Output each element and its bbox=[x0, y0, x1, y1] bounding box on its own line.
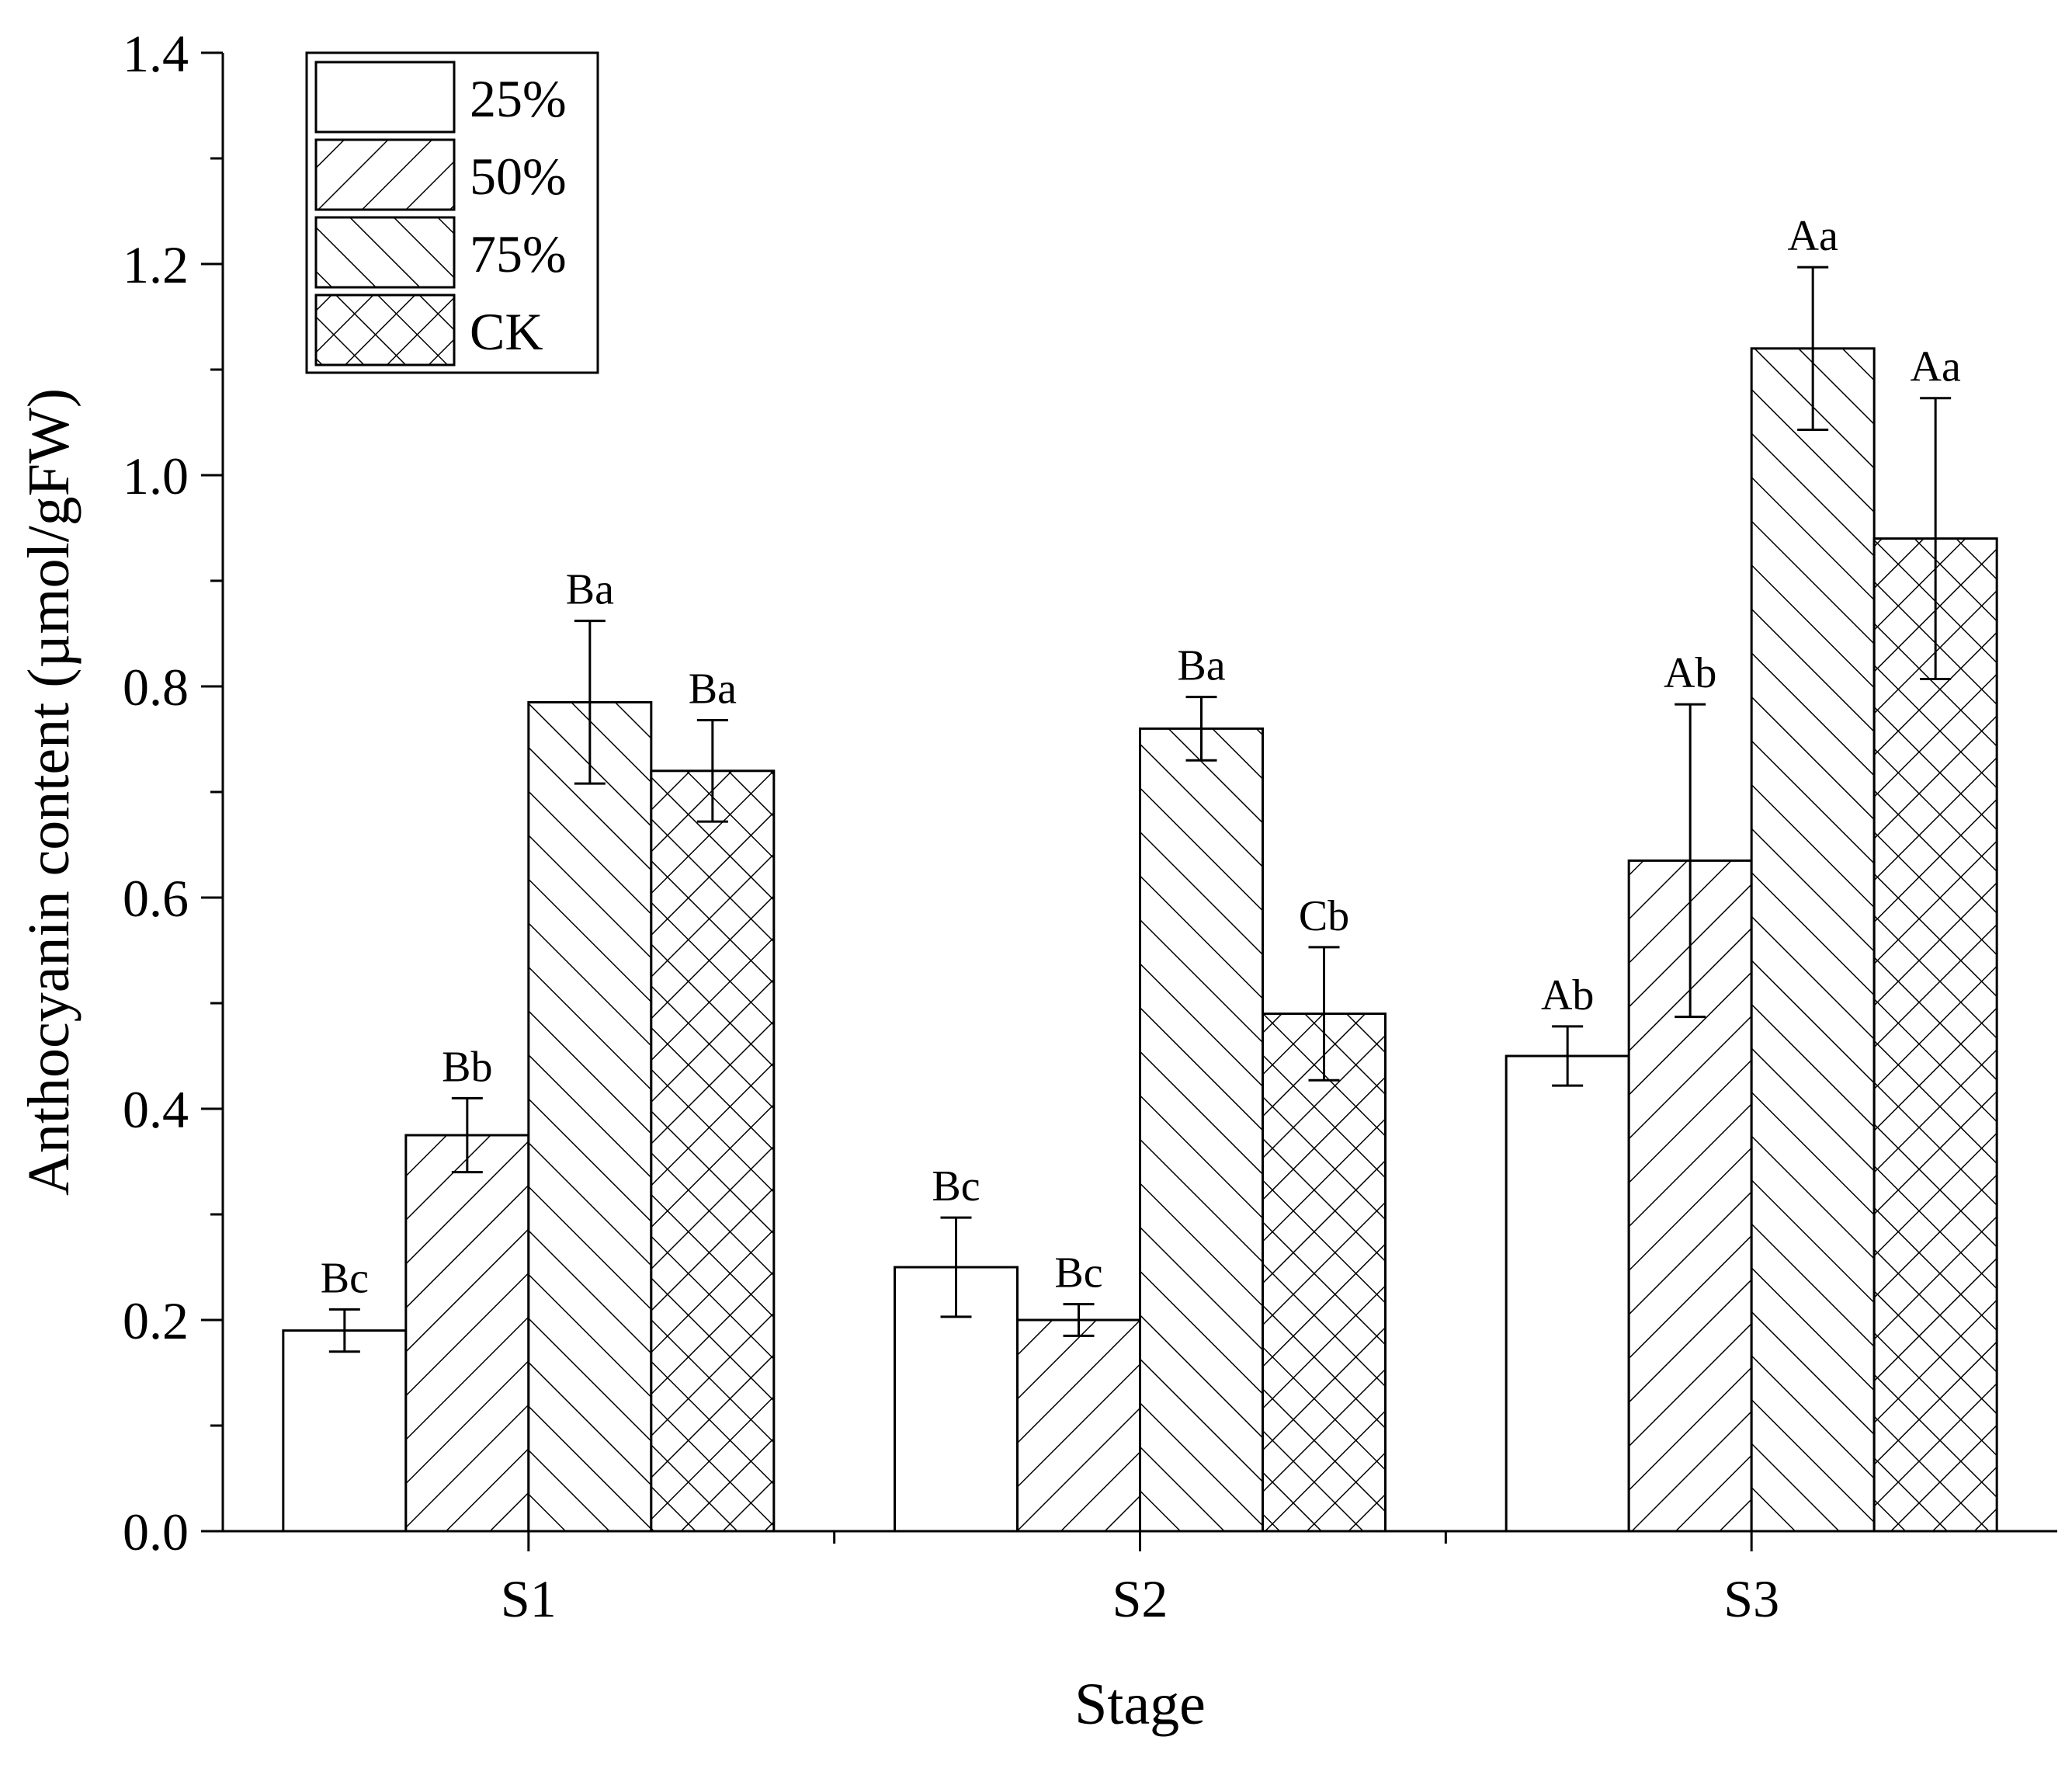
x-tick-label: S1 bbox=[501, 1569, 557, 1628]
bar bbox=[1139, 727, 1264, 1533]
bar bbox=[1505, 1054, 1630, 1533]
x-tick-label: S2 bbox=[1112, 1569, 1168, 1628]
bar bbox=[1262, 1013, 1387, 1533]
significance-label: Aa bbox=[1911, 343, 1961, 391]
significance-label: Ba bbox=[689, 665, 737, 714]
legend-swatch bbox=[314, 294, 456, 366]
y-tick-label: 0.0 bbox=[123, 1502, 189, 1561]
legend-label: 50% bbox=[470, 147, 567, 206]
significance-label: Bc bbox=[1054, 1249, 1102, 1297]
bar bbox=[1016, 1318, 1141, 1533]
y-ticks-layer: 0.0 0.2 0.4 0.6 0.8 1.0 1.2 1.4 bbox=[123, 24, 223, 1561]
legend-swatch bbox=[314, 138, 456, 211]
y-tick-label: 1.2 bbox=[123, 235, 189, 294]
legend: 25% 50% 75% CK bbox=[305, 51, 599, 374]
significance-label: Ab bbox=[1541, 971, 1594, 1019]
significance-label: Bb bbox=[442, 1043, 492, 1091]
y-tick-label: 0.6 bbox=[123, 869, 189, 928]
bar bbox=[1750, 347, 1876, 1533]
x-tick-label: S3 bbox=[1723, 1569, 1779, 1628]
bar bbox=[404, 1134, 530, 1533]
bar bbox=[282, 1329, 408, 1533]
significance-label: Cb bbox=[1299, 892, 1349, 940]
legend-swatch bbox=[314, 216, 456, 289]
legend-label: 25% bbox=[470, 69, 567, 128]
x-axis-title: Stage bbox=[1074, 1672, 1206, 1737]
y-axis-title: Anthocyanin content (µmol/gFW) bbox=[16, 388, 82, 1196]
significance-label: Ab bbox=[1664, 649, 1716, 697]
bars-layer bbox=[282, 347, 1998, 1533]
legend-label: CK bbox=[470, 302, 543, 361]
error-bars-layer bbox=[328, 266, 1952, 1353]
y-tick-label: 0.4 bbox=[123, 1080, 189, 1139]
significance-label: Ba bbox=[566, 566, 614, 614]
significance-label: Bc bbox=[932, 1162, 980, 1211]
bar bbox=[650, 769, 776, 1533]
significance-label: Aa bbox=[1788, 212, 1838, 260]
significance-labels-layer: Bc Bb Ba Ba Bc Bc Ba Cb Ab Ab Aa Aa bbox=[321, 212, 1961, 1302]
y-tick-label: 0.8 bbox=[123, 658, 189, 717]
significance-label: Bc bbox=[321, 1254, 369, 1302]
y-tick-label: 1.4 bbox=[123, 24, 189, 83]
x-ticks-layer: S1 S2 S3 bbox=[501, 1531, 1779, 1628]
bar bbox=[1872, 537, 1998, 1533]
bar bbox=[527, 700, 653, 1533]
y-tick-label: 1.0 bbox=[123, 446, 189, 505]
legend-label: 75% bbox=[470, 224, 567, 283]
y-tick-label: 0.2 bbox=[123, 1291, 189, 1350]
significance-label: Ba bbox=[1177, 642, 1225, 690]
legend-swatch bbox=[314, 61, 456, 134]
